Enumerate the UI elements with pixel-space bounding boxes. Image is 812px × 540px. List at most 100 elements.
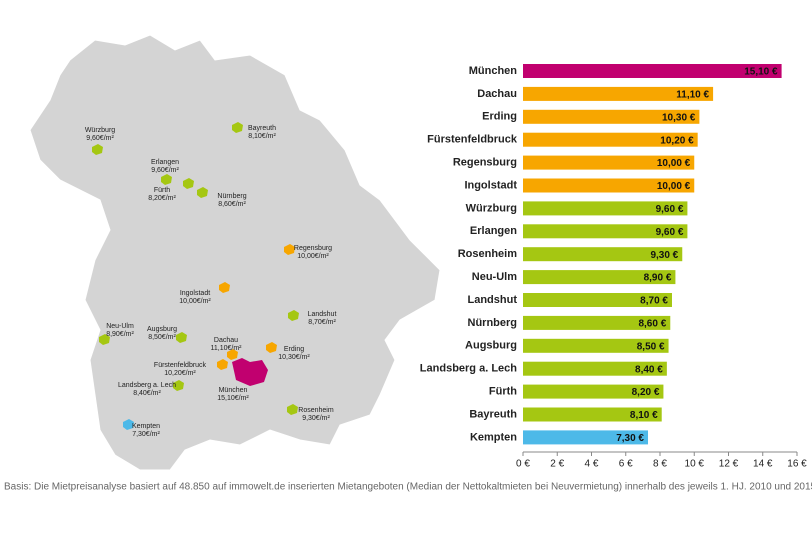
city-area (232, 358, 268, 386)
map-city-price: 10,00€/m² (179, 298, 211, 305)
bar (523, 155, 695, 170)
category-label: Rosenheim (458, 248, 518, 260)
city-area (288, 310, 299, 321)
value-label: 8,20 € (632, 387, 660, 398)
city-area (227, 349, 238, 360)
map-city-name: Rosenheim (298, 407, 334, 414)
x-tick-label: 2 € (550, 459, 564, 470)
bar (523, 109, 700, 124)
bar (523, 247, 683, 262)
bar (523, 132, 698, 147)
map-city-price: 15,10€/m² (217, 395, 249, 402)
value-label: 9,60 € (656, 227, 684, 238)
category-label: Nürnberg (468, 317, 518, 329)
map-city-price: 8,70€/m² (308, 319, 336, 326)
map-city-price: 8,40€/m² (133, 390, 161, 397)
bar (523, 178, 695, 193)
map-city-name: Dachau (214, 337, 238, 344)
bar (523, 224, 688, 239)
x-tick-label: 6 € (619, 459, 633, 470)
map-city-name: Bayreuth (248, 125, 276, 132)
value-label: 8,40 € (635, 364, 663, 375)
category-label: Neu-Ulm (472, 271, 517, 283)
bar (523, 430, 649, 445)
map-city-name: Landsberg a. Lech (118, 382, 176, 389)
value-label: 15,10 € (744, 67, 778, 78)
city-area (173, 380, 184, 391)
category-label: Würzburg (466, 202, 517, 214)
x-tick-label: 8 € (653, 459, 667, 470)
x-tick-label: 10 € (685, 459, 705, 470)
category-label: Dachau (477, 88, 517, 100)
map-city-price: 10,30€/m² (278, 354, 310, 361)
city-area (197, 187, 208, 198)
value-label: 8,70 € (640, 296, 668, 307)
bar (523, 384, 664, 399)
category-label: Ingolstadt (464, 179, 517, 191)
value-label: 9,30 € (650, 250, 678, 261)
map-city-price: 11,10€/m² (211, 345, 243, 352)
value-label: 9,60 € (656, 204, 684, 215)
value-label: 8,60 € (638, 319, 666, 330)
map-city-name: München (219, 387, 248, 394)
map-city-name: Augsburg (147, 326, 177, 333)
map-city-price: 10,20€/m² (164, 370, 196, 377)
city-area (219, 282, 230, 293)
category-label: Regensburg (453, 157, 517, 169)
map-city-price: 8,10€/m² (248, 133, 276, 140)
x-tick-label: 14 € (753, 459, 773, 470)
map-city-name: Erding (284, 346, 304, 353)
map-city-price: 8,50€/m² (148, 334, 176, 341)
map-city-name: Kempten (132, 423, 160, 430)
bar (523, 201, 688, 216)
city-area (217, 359, 228, 370)
map-city-price: 9,60€/m² (151, 167, 179, 174)
map-shape (29, 34, 441, 471)
value-label: 10,00 € (657, 181, 691, 192)
city-area (232, 122, 243, 133)
city-area (123, 419, 134, 430)
bar (523, 64, 782, 78)
category-label: Fürstenfeldbruck (427, 134, 518, 146)
x-tick-label: 4 € (585, 459, 599, 470)
city-area (183, 178, 194, 189)
map-city-price: 10,00€/m² (297, 253, 329, 260)
value-label: 10,30 € (662, 112, 696, 123)
bar (523, 86, 714, 101)
map-city-name: Fürth (154, 187, 170, 194)
bar (523, 361, 667, 376)
city-area (92, 144, 103, 155)
map-city-name: Landshut (308, 311, 337, 318)
map-city-price: 8,60€/m² (218, 201, 246, 208)
value-label: 8,90 € (644, 273, 672, 284)
x-tick-label: 12 € (719, 459, 739, 470)
bar (523, 407, 662, 422)
city-area (284, 244, 295, 255)
category-label: Erding (482, 111, 517, 123)
city-area (99, 334, 110, 345)
category-label: Fürth (489, 386, 517, 398)
category-label: Bayreuth (469, 408, 517, 420)
value-label: 7,30 € (616, 433, 644, 444)
bar (523, 315, 671, 330)
map-city-price: 7,30€/m² (132, 431, 160, 438)
value-label: 11,10 € (676, 90, 709, 101)
category-label: Erlangen (470, 225, 517, 237)
map-city-name: Fürstenfeldbruck (154, 362, 207, 369)
city-area (287, 404, 298, 415)
value-label: 8,50 € (637, 341, 665, 352)
category-label: München (469, 65, 518, 77)
category-label: Landsberg a. Lech (420, 363, 517, 375)
bar (523, 270, 676, 285)
map-city-price: 9,60€/m² (86, 135, 114, 142)
map-city-price: 8,90€/m² (106, 331, 134, 338)
value-label: 10,00 € (657, 158, 691, 169)
map-city-name: Ingolstadt (180, 290, 210, 297)
city-area (266, 342, 277, 353)
map-city-price: 9,30€/m² (302, 415, 330, 422)
value-label: 10,20 € (660, 135, 694, 146)
city-area (176, 332, 187, 343)
category-label: Kempten (470, 431, 517, 443)
map-city-name: Nürnberg (217, 193, 246, 200)
city-area (161, 174, 172, 185)
